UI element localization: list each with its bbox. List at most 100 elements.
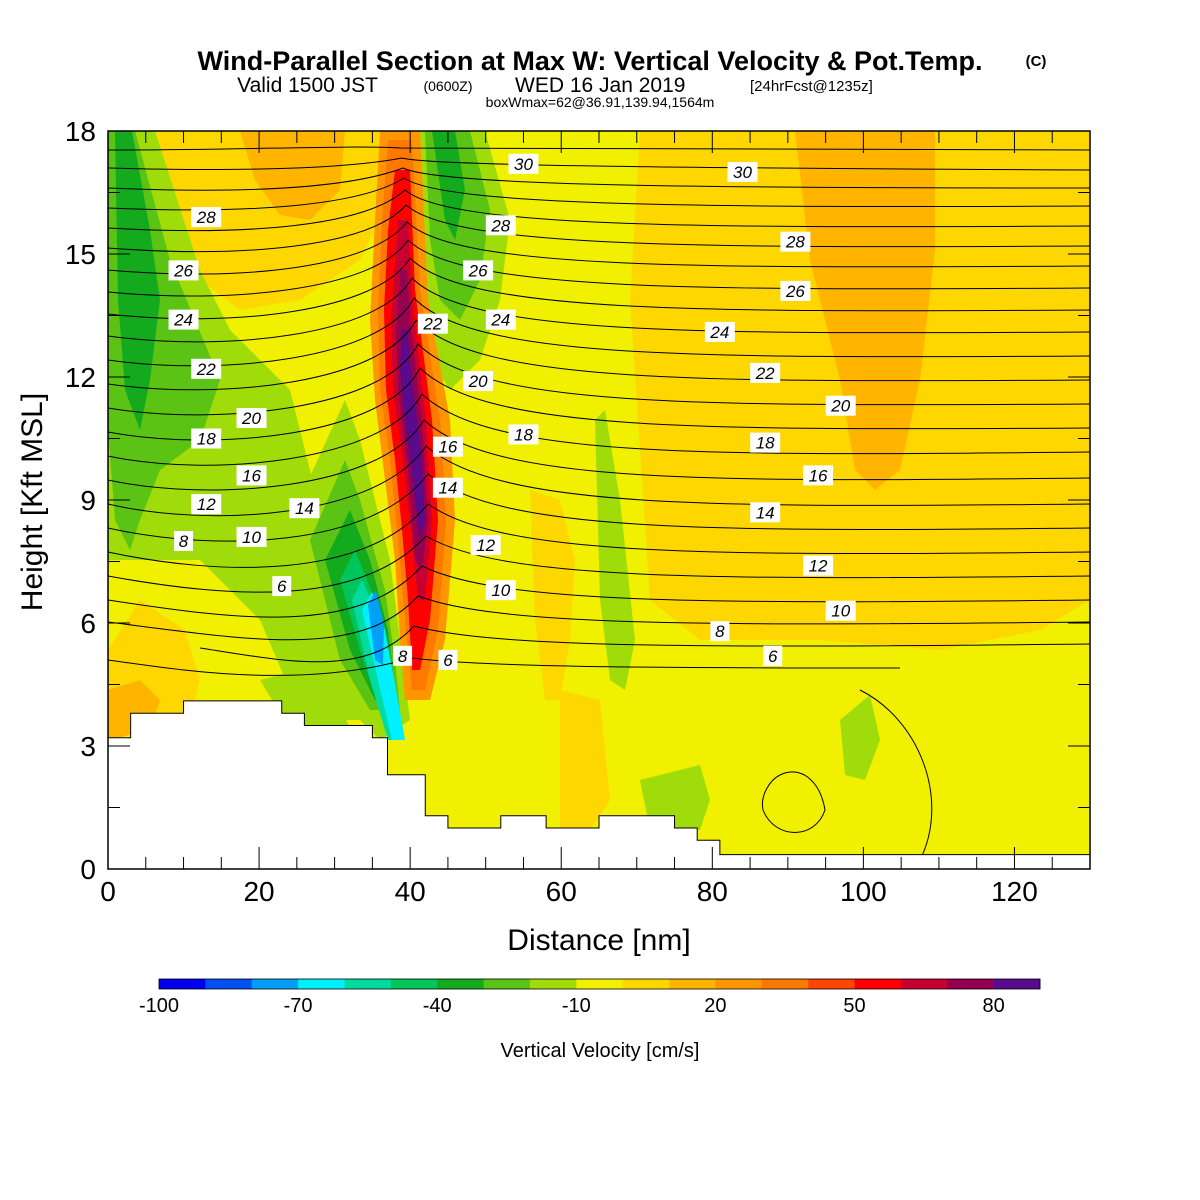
- theta-label-text: 8: [398, 647, 408, 666]
- theta-label: 28: [780, 231, 811, 252]
- theta-label-bg: [825, 600, 856, 621]
- colorbar-swatch: [205, 979, 253, 989]
- y-axis: 0 3 6 9 12 15 18: [65, 116, 1090, 885]
- theta-label-bg: [485, 580, 516, 601]
- theta-label: 14: [750, 502, 781, 523]
- theta-label-bg: [272, 576, 292, 597]
- theta-label: 16: [432, 436, 463, 457]
- theta-label: 12: [803, 555, 834, 576]
- theta-label-text: 20: [468, 372, 488, 391]
- colorbar-tick-label: 50: [843, 995, 865, 1017]
- theta-label-text: 30: [733, 163, 752, 182]
- theta-label-bg: [750, 362, 781, 383]
- theta-label: 20: [236, 408, 267, 428]
- theta-label-bg: [750, 502, 781, 523]
- y-tick-label: 3: [80, 731, 96, 762]
- colorbar-swatch: [993, 979, 1041, 989]
- colorbar-swatch: [715, 979, 763, 989]
- theta-label-text: 10: [831, 602, 850, 621]
- theta-label: 24: [704, 321, 735, 342]
- theta-label-bg: [191, 358, 222, 379]
- theta-label-text: 6: [768, 647, 778, 666]
- theta-label-text: 10: [491, 581, 510, 600]
- theta-label: 10: [236, 526, 267, 547]
- theta-label: 16: [803, 465, 834, 486]
- theta-label-bg: [780, 280, 811, 301]
- colorbar-swatch: [344, 979, 392, 989]
- colorbar-swatch: [483, 979, 531, 989]
- updraft-band-low-mid: [560, 690, 610, 830]
- theta-label: 22: [417, 313, 448, 334]
- x-tick-label: 80: [697, 876, 728, 907]
- theta-label-text: 14: [756, 503, 775, 522]
- theta-label: 10: [825, 600, 856, 621]
- theta-label-text: 12: [809, 557, 828, 576]
- theta-label-text: 8: [715, 622, 725, 641]
- theta-label: 14: [289, 498, 320, 519]
- theta-label: 20: [463, 371, 494, 392]
- colorbar-frame: [158, 978, 1041, 990]
- theta-label: 8: [710, 621, 730, 642]
- theta-label: 30: [508, 153, 539, 174]
- chart-title: Wind-Parallel Section at Max W: Vertical…: [198, 46, 983, 76]
- theta-label: 12: [191, 494, 222, 515]
- colorbar-tick-label: -70: [284, 995, 313, 1017]
- theta-label-bg: [432, 436, 463, 457]
- theta-label: 24: [168, 309, 199, 330]
- theta-label-bg: [803, 465, 834, 486]
- y-tick-label: 15: [65, 239, 96, 270]
- theta-label-bg: [191, 494, 222, 515]
- theta-label-bg: [463, 260, 494, 281]
- colorbar-swatch: [390, 979, 438, 989]
- theta-label: 14: [432, 477, 463, 498]
- valid-date: WED 16 Jan 2019: [515, 74, 685, 97]
- colorbar-tick-label: 20: [704, 995, 726, 1017]
- x-tick-label: 100: [840, 876, 887, 907]
- theta-label-bg: [174, 531, 194, 551]
- theta-label: 28: [191, 207, 222, 228]
- downdraft-patch-low-far-right: [840, 695, 880, 780]
- theta-label: 6: [438, 649, 458, 670]
- theta-label-text: 20: [830, 397, 850, 416]
- theta-label-bg: [508, 153, 539, 174]
- theta-label-bg: [463, 371, 494, 392]
- valid-time: Valid 1500 JST: [237, 74, 378, 97]
- downdraft-patch-mid-right: [595, 410, 635, 690]
- theta-label-bg: [417, 313, 448, 334]
- theta-label-text: 12: [197, 495, 216, 514]
- colorbar-tick-label: 80: [983, 995, 1005, 1017]
- theta-label-text: 28: [785, 233, 805, 252]
- theta-label-bg: [508, 424, 539, 445]
- theta-label-text: 18: [197, 430, 216, 449]
- colorbar-tick-label: -100: [139, 995, 179, 1017]
- x-tick-label: 0: [100, 876, 116, 907]
- x-axis: 0 20 40 60 80 100 120: [100, 131, 1091, 907]
- colorbar-swatch: [900, 979, 948, 989]
- x-axis-title: Distance [nm]: [507, 924, 690, 957]
- theta-label-text: 12: [476, 536, 495, 555]
- theta-label-bg: [393, 645, 413, 666]
- theta-label-bg: [750, 432, 781, 453]
- theta-label: 22: [750, 362, 781, 383]
- theta-label-text: 10: [242, 528, 261, 547]
- box-wmax-info: boxWmax=62@36.91,139.94,1564m: [486, 94, 715, 110]
- theta-label-text: 14: [438, 479, 457, 498]
- downdraft-band-upper-mid-inner: [432, 131, 465, 240]
- theta-label: 8: [393, 645, 413, 666]
- theta-label-text: 30: [514, 155, 533, 174]
- theta-label-bg: [485, 215, 516, 236]
- theta-label-bg: [470, 535, 501, 556]
- theta-label-text: 18: [756, 434, 775, 453]
- theta-label-text: 20: [241, 409, 261, 428]
- valid-utc: (0600Z): [423, 78, 472, 94]
- theta-label-bg: [803, 555, 834, 576]
- theta-label-text: 24: [490, 311, 510, 330]
- theta-label-text: 22: [196, 360, 216, 379]
- theta-label-text: 16: [809, 466, 828, 485]
- theta-label-bg: [727, 162, 758, 182]
- colorbar-swatch: [529, 979, 577, 989]
- theta-label-bg: [236, 408, 267, 428]
- theta-label-bg: [289, 498, 320, 519]
- theta-label: 12: [470, 535, 501, 556]
- theta-label-text: 28: [196, 208, 216, 227]
